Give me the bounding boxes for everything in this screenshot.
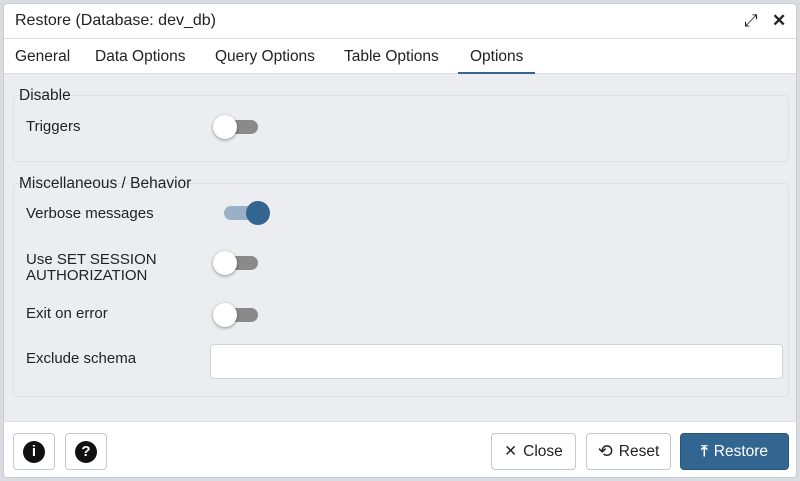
reset-icon: ⟲ <box>597 441 613 461</box>
dialog-title: Restore (Database: dev_db) <box>15 12 216 29</box>
restore-button[interactable]: ⤒ Restore <box>680 433 789 470</box>
help-button[interactable]: ? <box>65 433 107 470</box>
verbose-label: Verbose messages <box>26 205 154 222</box>
restore-dialog: Restore (Database: dev_db) ⤢ ✕ General D… <box>3 3 797 478</box>
info-button[interactable]: i <box>13 433 55 470</box>
tab-data-options[interactable]: Data Options <box>95 48 186 65</box>
exit-on-error-label: Exit on error <box>26 305 108 322</box>
tab-table-options[interactable]: Table Options <box>344 48 439 65</box>
tab-query-options[interactable]: Query Options <box>215 48 315 65</box>
misc-fieldset <box>13 183 789 397</box>
close-label: Close <box>523 442 563 460</box>
dialog-footer: i ? ✕ Close ⟲ Reset ⤒ Restore <box>4 421 796 477</box>
exclude-schema-input[interactable] <box>210 344 783 379</box>
dialog-title-bar: Restore (Database: dev_db) ⤢ ✕ <box>4 4 796 39</box>
verbose-toggle[interactable] <box>224 201 270 225</box>
misc-legend: Miscellaneous / Behavior <box>19 175 192 192</box>
triggers-label: Triggers <box>26 118 81 135</box>
exclude-schema-label: Exclude schema <box>26 350 137 367</box>
triggers-toggle[interactable] <box>213 115 258 139</box>
close-icon[interactable]: ✕ <box>772 11 787 30</box>
x-icon: ✕ <box>504 443 518 460</box>
reset-label: Reset <box>618 442 660 460</box>
tab-bar: General Data Options Query Options Table… <box>4 39 796 75</box>
disable-legend: Disable <box>19 87 71 104</box>
exit-on-error-toggle[interactable] <box>213 303 258 327</box>
help-icon: ? <box>75 440 97 463</box>
close-button[interactable]: ✕ Close <box>491 433 576 470</box>
reset-button[interactable]: ⟲ Reset <box>586 433 671 470</box>
expand-icon[interactable]: ⤢ <box>744 11 758 30</box>
set-session-label-line1: Use SET SESSION <box>26 251 157 268</box>
tab-options[interactable]: Options <box>458 48 536 75</box>
info-icon: i <box>23 440 45 463</box>
restore-label: Restore <box>713 442 769 460</box>
set-session-toggle[interactable] <box>213 251 258 275</box>
upload-icon: ⤒ <box>700 442 708 460</box>
disable-fieldset <box>13 95 789 162</box>
options-panel: Disable Triggers Miscellaneous / Behavio… <box>4 74 796 421</box>
tab-general[interactable]: General <box>15 48 71 65</box>
set-session-label-line2: AUTHORIZATION <box>26 267 148 284</box>
